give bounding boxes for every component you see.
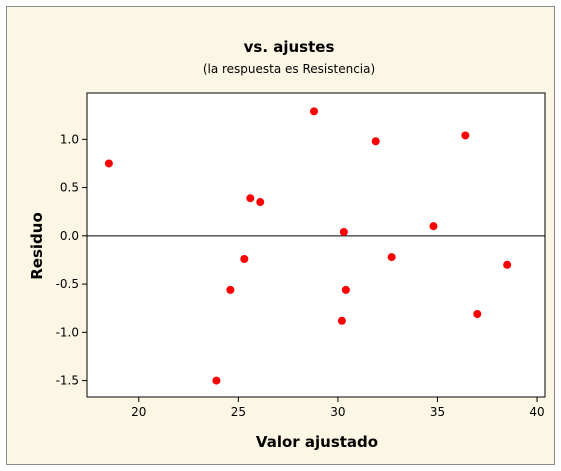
data-point	[503, 260, 512, 269]
x-tick-label: 20	[131, 405, 146, 419]
x-tick-label: 35	[430, 405, 445, 419]
x-axis: 20 25 30 35 40	[131, 397, 545, 419]
x-tick-label: 30	[330, 405, 345, 419]
data-point	[387, 253, 396, 262]
data-point	[429, 222, 438, 231]
chart-title: vs. ajustes	[244, 38, 335, 56]
data-point	[246, 194, 255, 203]
data-point	[371, 137, 380, 146]
y-axis-label: Residuo	[28, 212, 46, 280]
data-point	[337, 316, 346, 325]
x-axis-label: Valor ajustado	[256, 433, 378, 451]
data-point	[256, 198, 265, 207]
y-tick-label: 0.5	[60, 181, 79, 195]
y-tick-label: 1.0	[60, 132, 79, 146]
data-point	[240, 254, 249, 263]
y-tick-label: -1.5	[56, 374, 79, 388]
data-point	[461, 131, 470, 140]
data-point	[339, 227, 348, 236]
data-point	[212, 376, 221, 385]
chart-subtitle: (la respuesta es Resistencia)	[203, 62, 375, 76]
y-tick-label: -1.0	[56, 325, 79, 339]
y-tick-label: -0.5	[56, 277, 79, 291]
plot-area	[86, 92, 546, 398]
data-point	[104, 159, 113, 168]
y-axis: -1.5 -1.0 -0.5 0.0 0.5 1.0	[56, 132, 87, 388]
data-point	[341, 285, 350, 294]
data-points	[104, 107, 512, 385]
data-point	[310, 107, 319, 116]
x-tick-label: 40	[529, 405, 544, 419]
data-point	[226, 285, 235, 294]
y-tick-label: 0.0	[60, 229, 79, 243]
x-tick-label: 25	[231, 405, 246, 419]
data-point	[473, 310, 482, 319]
